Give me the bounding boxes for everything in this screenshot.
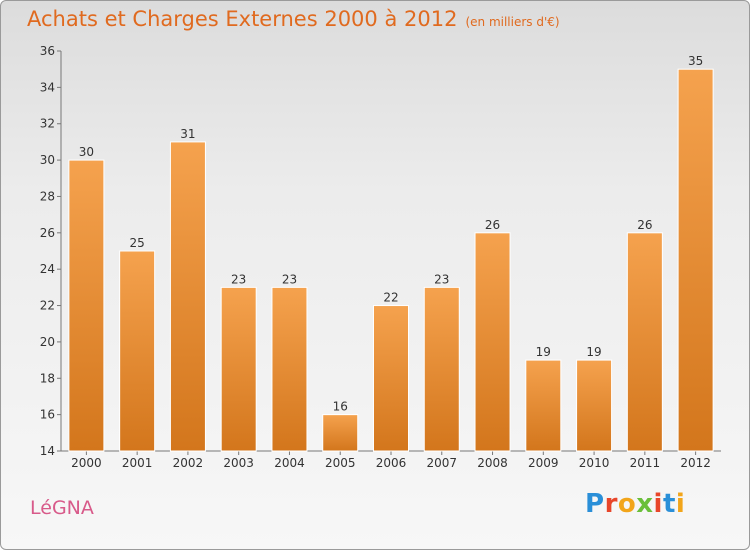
chart-unit: (en milliers d'€) [465,15,560,29]
y-tick-label: 18 [40,371,55,385]
value-label-2010: 19 [586,345,601,359]
x-tick-label-2007: 2007 [426,456,457,470]
value-label-2011: 26 [637,218,652,232]
value-label-2002: 31 [180,127,195,141]
bar-2002 [169,141,206,452]
x-tick-label-2004: 2004 [274,456,305,470]
y-tick-label: 24 [40,262,55,276]
y-tick-label: 28 [40,189,55,203]
y-tick-label: 16 [40,408,55,422]
logo-letter: r [604,489,618,519]
value-label-2005: 16 [333,400,348,414]
logo-letter: x [636,489,654,519]
x-tick-label-2011: 2011 [630,456,661,470]
x-tick-label-2003: 2003 [223,456,254,470]
value-label-2004: 23 [282,272,297,286]
x-tick-label-2010: 2010 [579,456,610,470]
logo-letter: t [662,489,676,519]
x-tick-label-2000: 2000 [71,456,102,470]
y-tick-label: 32 [40,117,55,131]
bar-2011 [626,232,663,452]
x-tick-label-2012: 2012 [680,456,711,470]
y-tick-label: 20 [40,335,55,349]
bar-2000 [68,159,105,452]
value-label-2009: 19 [536,345,551,359]
x-tick-label-2001: 2001 [122,456,153,470]
bar-2009 [525,359,562,452]
bar-2001 [119,250,156,452]
bar-2006 [373,305,409,452]
y-tick-label: 36 [40,44,55,58]
y-tick-label: 14 [40,444,55,458]
commune-name: LéGNA [30,497,94,519]
x-tick-label-2006: 2006 [376,456,407,470]
value-label-2008: 26 [485,218,500,232]
x-tick-label-2002: 2002 [173,456,204,470]
proxiti-logo: Proxiti [585,489,685,519]
bar-2003 [220,286,257,452]
value-label-2003: 23 [231,272,246,286]
bar-2008 [474,232,511,452]
y-tick-label: 34 [40,80,55,94]
bar-2012 [677,68,714,452]
value-label-2000: 30 [79,145,94,159]
chart-title-text: Achats et Charges Externes 2000 à 2012 [27,7,458,31]
value-label-2001: 25 [130,236,145,250]
logo-letter: i [653,489,663,519]
bar-2005 [322,414,359,452]
x-tick-label-2009: 2009 [528,456,559,470]
logo-letter: o [617,489,637,519]
x-tick-label-2005: 2005 [325,456,356,470]
x-tick-label-2008: 2008 [477,456,508,470]
value-label-2012: 35 [688,54,703,68]
y-tick-label: 26 [40,226,55,240]
logo-letter: i [675,489,686,519]
chart-title: Achats et Charges Externes 2000 à 2012 (e… [27,7,560,31]
bar-2004 [271,286,308,452]
y-tick-label: 22 [40,299,55,313]
y-tick-label: 30 [40,153,55,167]
logo-letter: P [585,489,605,519]
value-label-2007: 23 [434,272,449,286]
bar-2007 [423,286,460,452]
value-label-2006: 22 [383,291,398,305]
bar-2010 [576,359,613,452]
